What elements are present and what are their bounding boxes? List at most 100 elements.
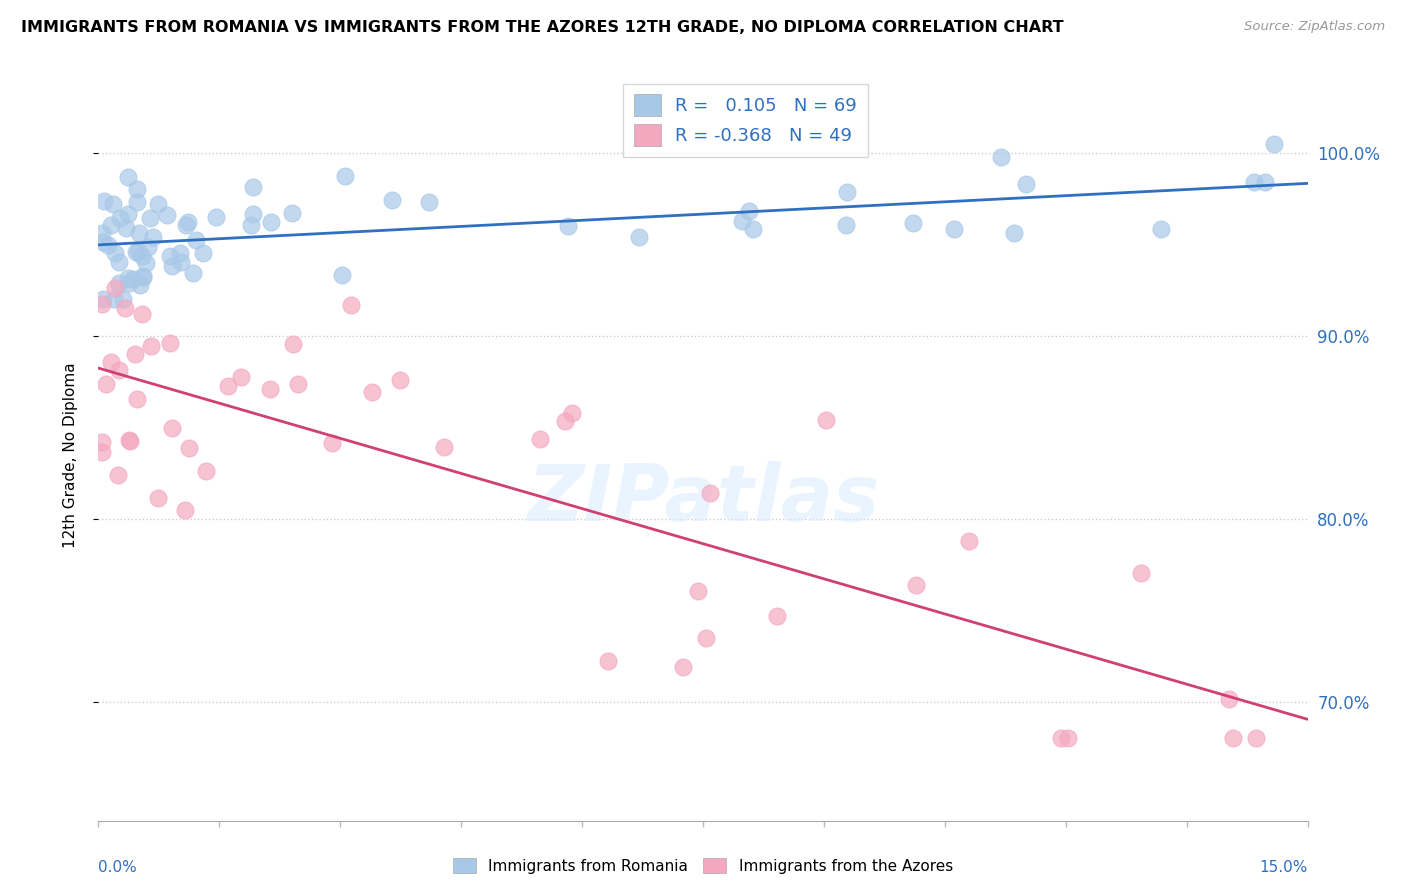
- Point: [1056, 731, 1078, 746]
- Legend: R =   0.105   N = 69, R = -0.368   N = 49: R = 0.105 N = 69, R = -0.368 N = 49: [623, 84, 868, 156]
- Point: [321, 436, 343, 450]
- Point: [104, 281, 127, 295]
- Text: IMMIGRANTS FROM ROMANIA VS IMMIGRANTS FROM THE AZORES 12TH GRADE, NO DIPLOMA COR: IMMIGRANTS FROM ROMANIA VS IMMIGRANTS FR…: [21, 20, 1064, 35]
- Point: [128, 226, 150, 240]
- Point: [281, 205, 304, 219]
- Point: [281, 337, 304, 351]
- Point: [231, 369, 253, 384]
- Point: [1263, 137, 1285, 152]
- Point: [627, 230, 650, 244]
- Point: [835, 219, 858, 233]
- Point: [127, 244, 149, 258]
- Point: [554, 413, 576, 427]
- Point: [333, 169, 356, 183]
- Point: [107, 467, 129, 482]
- Point: [132, 269, 155, 284]
- Point: [990, 150, 1012, 164]
- Point: [136, 240, 159, 254]
- Point: [837, 185, 859, 199]
- Legend: Immigrants from Romania, Immigrants from the Azores: Immigrants from Romania, Immigrants from…: [447, 852, 959, 880]
- Point: [287, 377, 309, 392]
- Point: [741, 222, 763, 236]
- Point: [1218, 692, 1240, 706]
- Point: [529, 432, 551, 446]
- Point: [340, 298, 363, 312]
- Point: [91, 235, 114, 250]
- Point: [127, 182, 149, 196]
- Point: [330, 268, 353, 282]
- Point: [160, 259, 183, 273]
- Point: [242, 180, 264, 194]
- Point: [91, 445, 114, 459]
- Point: [184, 233, 207, 247]
- Point: [108, 255, 131, 269]
- Point: [173, 503, 195, 517]
- Point: [117, 271, 139, 285]
- Point: [110, 211, 132, 225]
- Point: [360, 384, 382, 399]
- Point: [695, 632, 717, 646]
- Point: [1015, 177, 1038, 191]
- Point: [217, 379, 239, 393]
- Point: [117, 170, 139, 185]
- Point: [91, 434, 114, 449]
- Point: [100, 355, 122, 369]
- Point: [204, 211, 226, 225]
- Point: [115, 220, 138, 235]
- Point: [260, 215, 283, 229]
- Point: [1002, 226, 1025, 240]
- Point: [139, 339, 162, 353]
- Point: [138, 211, 160, 226]
- Point: [418, 194, 440, 209]
- Text: 0.0%: 0.0%: [98, 860, 138, 874]
- Point: [730, 214, 752, 228]
- Point: [195, 464, 218, 478]
- Point: [738, 204, 761, 219]
- Point: [114, 301, 136, 316]
- Text: ZIPatlas: ZIPatlas: [527, 461, 879, 537]
- Point: [127, 392, 149, 406]
- Point: [117, 207, 139, 221]
- Point: [124, 245, 146, 260]
- Point: [814, 412, 837, 426]
- Point: [1222, 731, 1244, 746]
- Point: [94, 377, 117, 392]
- Point: [1150, 221, 1173, 235]
- Point: [174, 218, 197, 232]
- Point: [118, 434, 141, 448]
- Point: [142, 229, 165, 244]
- Point: [121, 272, 143, 286]
- Point: [557, 219, 579, 234]
- Point: [1244, 731, 1267, 746]
- Point: [388, 374, 411, 388]
- Point: [97, 237, 120, 252]
- Point: [132, 270, 155, 285]
- Point: [242, 207, 264, 221]
- Point: [159, 249, 181, 263]
- Point: [131, 307, 153, 321]
- Point: [91, 297, 114, 311]
- Point: [561, 406, 583, 420]
- Point: [1243, 175, 1265, 189]
- Point: [135, 256, 157, 270]
- Point: [91, 293, 114, 307]
- Point: [159, 336, 181, 351]
- Point: [131, 249, 153, 263]
- Point: [146, 197, 169, 211]
- Text: Source: ZipAtlas.com: Source: ZipAtlas.com: [1244, 20, 1385, 33]
- Point: [1253, 175, 1275, 189]
- Point: [179, 442, 201, 456]
- Point: [1130, 566, 1153, 581]
- Point: [100, 218, 122, 232]
- Point: [156, 208, 179, 222]
- Point: [103, 293, 125, 307]
- Point: [193, 246, 215, 260]
- Point: [118, 276, 141, 290]
- Point: [111, 293, 134, 307]
- Point: [124, 347, 146, 361]
- Point: [699, 485, 721, 500]
- Point: [91, 226, 114, 240]
- Point: [596, 654, 619, 668]
- Point: [177, 215, 200, 229]
- Text: 15.0%: 15.0%: [1260, 860, 1308, 874]
